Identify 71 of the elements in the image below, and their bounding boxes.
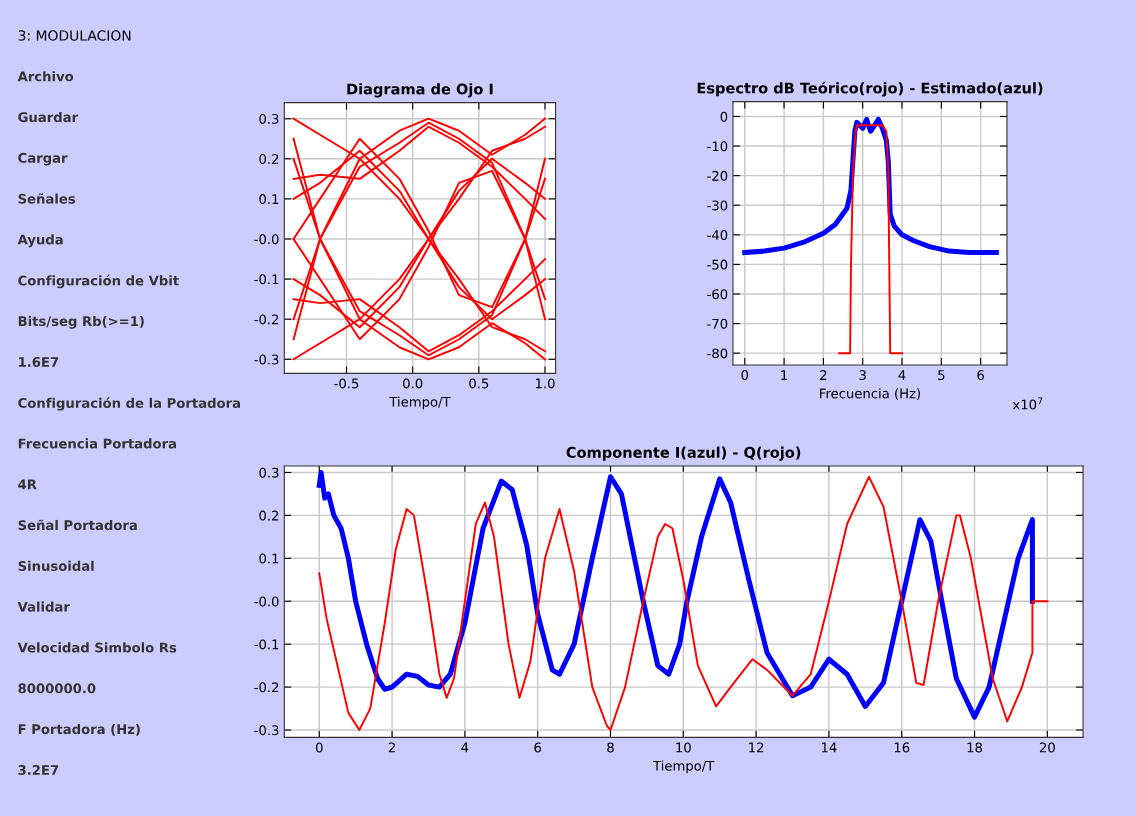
x-axis-title: Frecuencia (Hz)	[820, 388, 920, 400]
text: Guardar	[18, 111, 79, 123]
text: 4R	[18, 479, 37, 490]
y-tick-label: 0.3	[259, 467, 279, 478]
text: x10$^{7}$	[1012, 397, 1043, 410]
text: Archivo	[17, 71, 74, 82]
text: Señales	[18, 193, 76, 204]
text: 1.6E7	[19, 356, 59, 367]
x-tick-label: 8	[607, 742, 614, 753]
text: F Portadora (Hz)	[18, 723, 140, 736]
x-tick-label: 10	[676, 742, 691, 753]
x-tick-label: 5	[938, 370, 945, 381]
y-tick-label: 0.2	[259, 510, 279, 521]
x-tick-label: 12	[749, 742, 764, 753]
x-tick-label: 20	[1039, 742, 1055, 753]
y-tick-label: -80	[707, 348, 728, 359]
text: Frecuencia Portadora	[18, 438, 176, 449]
text: 3.2E7	[18, 764, 59, 775]
x-tick-label: 0	[741, 370, 749, 381]
x-tick-label: 4	[461, 742, 469, 753]
text: Señal Portadora	[18, 519, 137, 531]
y-tick-label: -0.2	[254, 314, 279, 325]
text: 3: MODULACION	[18, 30, 131, 41]
y-tick-label: 0.1	[259, 194, 279, 205]
text: Ayuda	[17, 234, 63, 248]
y-tick-label: -0.3	[254, 354, 279, 365]
x-tick-label: 2	[820, 370, 827, 380]
x-axis-title: Tiempo/T	[653, 760, 715, 774]
x-tick-label: -0.5	[334, 378, 359, 389]
text: Configuración de Vbit	[18, 274, 179, 289]
y-tick-label: -30	[707, 200, 728, 211]
text: Cargar	[18, 152, 68, 166]
text: Validar	[17, 601, 70, 612]
y-tick-label: -0.1	[254, 274, 279, 285]
x-axis-title: Tiempo/T	[389, 396, 451, 410]
x-tick-label: 6	[534, 742, 542, 753]
y-tick-label: -70	[707, 318, 728, 329]
x-tick-label: 1.0	[535, 378, 555, 389]
y-tick-label: -0.1	[254, 639, 279, 650]
y-tick-label: 0	[720, 111, 728, 122]
y-tick-label: -0.2	[254, 682, 279, 693]
x-tick-label: 3	[859, 370, 866, 381]
y-tick-label: -60	[707, 289, 728, 300]
y-tick-label: -40	[707, 230, 728, 241]
y-tick-label: -50	[707, 259, 728, 270]
text: Bits/seg Rb(>=1)	[18, 315, 144, 329]
chart-title: Espectro dB Teórico(rojo) - Estimado(azul)	[697, 81, 1043, 97]
text: 8000000.0	[18, 683, 96, 694]
x-tick-label: 4	[898, 370, 906, 380]
y-tick-label: -20	[707, 170, 728, 181]
y-tick-label: -10	[707, 141, 728, 152]
x-tick-label: 1	[781, 370, 788, 380]
chart-title: Componente I(azul) - Q(rojo)	[566, 446, 801, 461]
x-tick-label: 2	[388, 742, 395, 753]
chart-title: Diagrama de Ojo I	[347, 83, 493, 98]
x-tick-label: 16	[894, 742, 910, 753]
y-tick-label: 0.2	[259, 154, 279, 164]
y-tick-label: 0.1	[259, 553, 279, 564]
x-tick-label: 14	[821, 742, 837, 753]
x-tick-label: 0	[315, 742, 323, 753]
text: Configuración de la Portadora	[18, 397, 240, 411]
y-tick-label: -0.3	[254, 725, 279, 736]
y-tick-label: -0.0	[254, 234, 279, 245]
y-tick-label: -0.0	[254, 596, 279, 607]
x-tick-label: 0.5	[469, 378, 489, 389]
y-tick-label: 0.3	[259, 113, 279, 124]
text: Sinusoidal	[18, 560, 94, 571]
text: Velocidad Simbolo Rs	[17, 642, 177, 653]
x-tick-label: 6	[977, 370, 984, 381]
x-tick-label: 18	[967, 742, 983, 753]
x-tick-label: 0.0	[403, 378, 423, 389]
